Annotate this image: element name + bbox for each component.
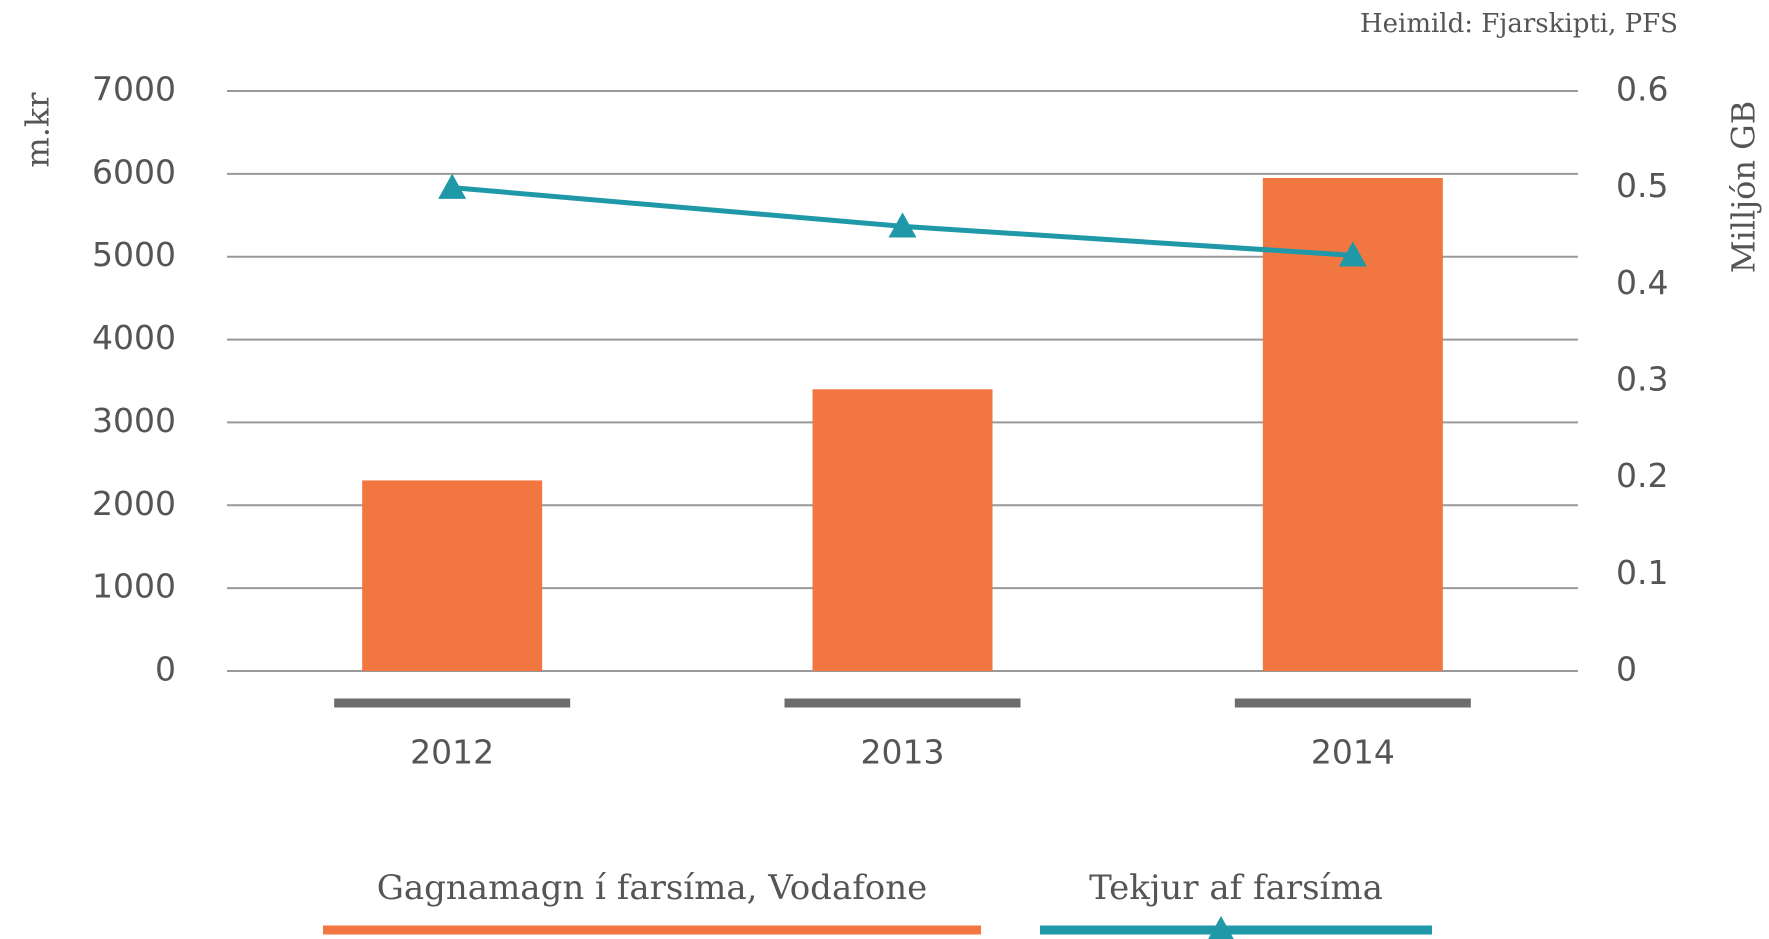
y2-axis-label: Milljón GB bbox=[1725, 101, 1763, 274]
y2-tick-label: 0.6 bbox=[1616, 70, 1668, 109]
y2-tick-label: 0.3 bbox=[1616, 360, 1668, 399]
y2-tick-label: 0.5 bbox=[1616, 166, 1668, 205]
marker bbox=[438, 173, 467, 199]
legend-label: Gagnamagn í farsíma, Vodafone bbox=[377, 868, 928, 908]
marker bbox=[888, 212, 917, 238]
y-axis-label: m.kr bbox=[19, 92, 57, 168]
bar bbox=[812, 389, 993, 671]
y-tick-label: 0 bbox=[155, 650, 176, 689]
y2-tick-label: 0.2 bbox=[1616, 456, 1668, 495]
x-tick-label: 2014 bbox=[1311, 733, 1395, 772]
y-tick-label: 7000 bbox=[92, 70, 176, 109]
y-tick-label: 3000 bbox=[92, 401, 176, 440]
bar bbox=[362, 480, 543, 671]
source: Heimild: Fjarskipti, PFS bbox=[1360, 9, 1678, 39]
y2-tick-label: 0 bbox=[1616, 650, 1637, 689]
y-tick-label: 4000 bbox=[92, 318, 176, 357]
y-tick-label: 1000 bbox=[92, 567, 176, 606]
y2-tick-label: 0.4 bbox=[1616, 263, 1668, 302]
legend-marker bbox=[1208, 916, 1234, 939]
marker bbox=[1338, 241, 1367, 267]
y-tick-label: 5000 bbox=[92, 235, 176, 274]
y-tick-label: 6000 bbox=[92, 152, 176, 191]
x-tick-label: 2013 bbox=[861, 733, 945, 772]
x-tick-label: 2012 bbox=[410, 733, 494, 772]
y2-tick-label: 0.1 bbox=[1616, 553, 1668, 592]
y-tick-label: 2000 bbox=[92, 484, 176, 523]
legend-label: Tekjur af farsíma bbox=[1089, 868, 1383, 908]
